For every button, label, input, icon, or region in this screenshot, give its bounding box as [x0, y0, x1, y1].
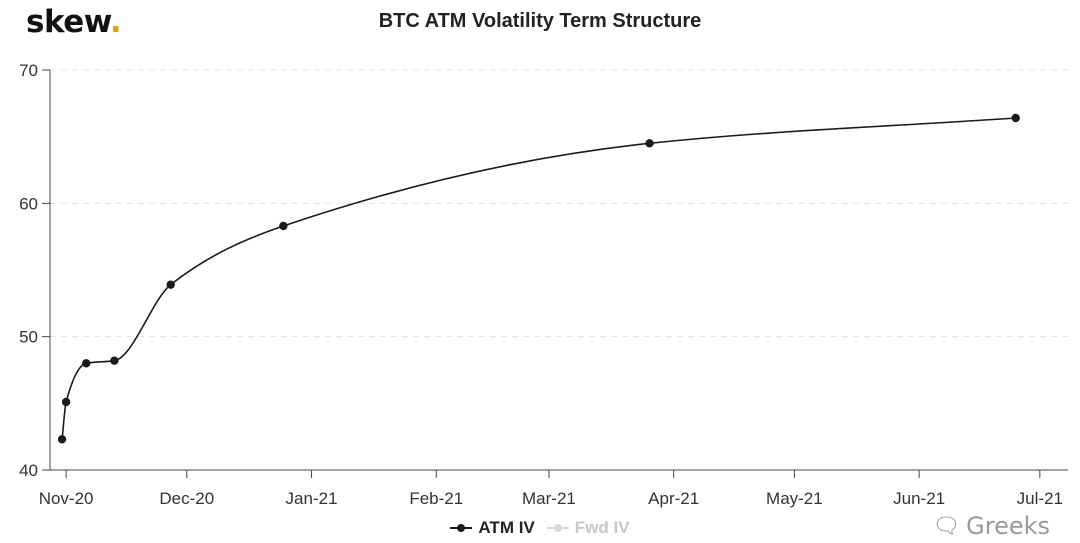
x-axis-ticks: Nov-20 Dec-20 Jan-21 Feb-21 Mar-21 Apr-21 May-… — [39, 470, 1063, 508]
y-tick-label: 50 — [19, 328, 38, 347]
legend-label: ATM IV — [478, 518, 535, 537]
wechat-icon: 🗨 — [932, 513, 961, 539]
y-axis-ticks: 40 50 60 70 — [19, 61, 50, 480]
series-line — [61, 117, 1016, 440]
legend-label: Fwd IV — [574, 518, 630, 537]
axes — [49, 70, 1068, 471]
watermark: 🗨 Greeks — [932, 512, 1050, 540]
legend-marker-icon — [546, 521, 569, 535]
legend-item[interactable]: ATM IV — [450, 518, 535, 538]
x-tick-label: Apr-21 — [648, 489, 699, 508]
data-point — [645, 139, 654, 148]
x-tick-label: Feb-21 — [409, 489, 463, 508]
data-point — [110, 356, 119, 365]
y-tick-label: 60 — [19, 194, 38, 213]
data-point — [61, 397, 71, 407]
x-tick-label: Mar-21 — [522, 489, 576, 508]
chart-title: BTC ATM Volatility Term Structure — [378, 10, 702, 32]
grid-lines — [50, 69, 1068, 338]
watermark-text: Greeks — [966, 512, 1050, 540]
y-tick-label: 40 — [19, 461, 38, 480]
data-point — [82, 359, 91, 368]
data-point — [1011, 113, 1020, 123]
legend: ATM IV Fwd IV — [0, 518, 1080, 540]
x-tick-label: Jul-21 — [1017, 489, 1063, 508]
legend-marker-icon — [450, 521, 473, 535]
x-tick-label: Jan-21 — [286, 489, 338, 508]
data-point — [279, 221, 288, 231]
series-layer — [57, 113, 1020, 444]
data-point — [57, 435, 67, 444]
skew-logo: skew. — [26, 4, 122, 40]
x-tick-label: May-21 — [766, 489, 823, 508]
x-tick-label: Dec-20 — [159, 489, 214, 508]
x-tick-label: Nov-20 — [39, 489, 94, 508]
y-tick-label: 70 — [19, 61, 38, 80]
legend-item[interactable]: Fwd IV — [546, 518, 630, 538]
x-tick-label: Jun-21 — [893, 489, 945, 508]
data-point — [166, 280, 175, 289]
